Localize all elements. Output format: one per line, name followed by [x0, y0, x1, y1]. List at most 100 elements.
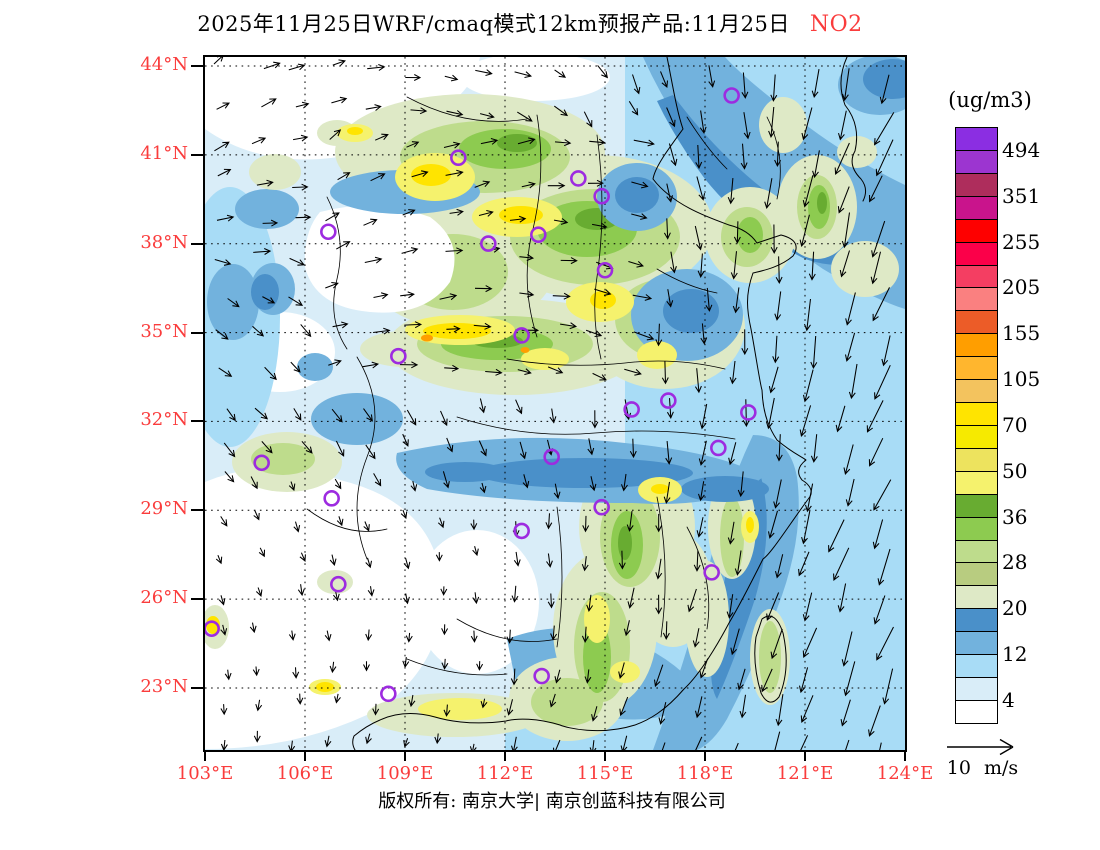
colorbar-tick-label: 4 [1002, 688, 1015, 712]
y-axis-tick [191, 331, 203, 334]
colorbar-swatch [955, 379, 998, 404]
station-marker [739, 403, 757, 421]
station-marker [722, 86, 740, 104]
station-marker [702, 563, 720, 581]
colorbar-swatch [955, 310, 998, 335]
colorbar-swatch [955, 287, 998, 312]
y-axis-tick-label: 26°N [140, 587, 188, 609]
x-axis-tick [504, 750, 506, 761]
colorbar-swatch [955, 149, 998, 174]
y-axis-tick-label: 41°N [140, 142, 188, 164]
colorbar-tick-label: 70 [1002, 412, 1028, 437]
x-axis-tick [304, 750, 306, 761]
station-marker [512, 522, 530, 539]
station-marker [542, 448, 560, 465]
colorbar-tick-label: 205 [1002, 275, 1041, 300]
colorbar-swatch [955, 493, 998, 518]
copyright-text: 版权所有: 南京大学| 南京创蓝科技有限公司 [378, 791, 726, 812]
colorbar-swatch [955, 241, 998, 266]
y-axis-tick-label: 38°N [140, 231, 188, 253]
y-axis-tick-label: 44°N [140, 54, 188, 75]
colorbar-swatch [955, 677, 998, 701]
y-axis-tick [191, 598, 203, 601]
colorbar-swatch [955, 562, 998, 587]
station-marker [319, 222, 337, 240]
y-axis-tick [191, 242, 203, 245]
map-frame [202, 54, 907, 752]
station-marker [596, 261, 613, 279]
colorbar-tick-label: 105 [1002, 367, 1041, 392]
colorbar-tick-label: 36 [1002, 504, 1028, 529]
colorbar-tick-label: 20 [1002, 596, 1028, 621]
colorbar-tick-label: 50 [1002, 458, 1028, 483]
station-marker [709, 439, 727, 456]
station-marker [569, 169, 587, 187]
colorbar-swatch [955, 470, 998, 495]
station-marker-layer [204, 86, 757, 702]
colorbar-tick-label: 12 [1002, 642, 1028, 667]
forecast-map-canvas [204, 56, 905, 750]
station-marker [389, 347, 407, 364]
colorbar-swatch [955, 585, 998, 610]
y-axis-tick [191, 65, 203, 67]
y-axis-tick [191, 153, 203, 156]
colorbar-swatch [955, 333, 998, 358]
wind-scale-label: 10 m/s [946, 757, 1019, 779]
pollutant-label: NO2 [809, 12, 863, 37]
station-marker [622, 400, 640, 418]
colorbar-swatch [955, 654, 998, 679]
colorbar-swatch [955, 172, 998, 197]
colorbar-swatch [955, 608, 998, 633]
colorbar-tick-label: 351 [1002, 183, 1041, 208]
colorbar-tick-label: 155 [1002, 321, 1041, 346]
station-marker [532, 667, 550, 684]
station-marker [329, 575, 347, 593]
x-axis-tick-label: 115°E [576, 763, 634, 784]
colorbar-swatch [955, 539, 998, 564]
y-axis-tick-label: 35°N [140, 320, 188, 342]
graticule-layer [204, 56, 905, 750]
colorbar-swatch [955, 700, 998, 724]
wind-vector-layer [213, 56, 894, 750]
colorbar-swatch [955, 447, 998, 472]
station-marker [449, 148, 467, 166]
station-marker [252, 453, 270, 471]
x-axis-tick-label: 121°E [776, 763, 834, 784]
y-axis-tick-label: 23°N [140, 675, 188, 697]
colorbar-tick-label: 494 [1002, 137, 1041, 162]
station-marker [512, 326, 530, 344]
colorbar-swatch [955, 424, 998, 449]
colorbar-tick-label: 28 [1002, 550, 1028, 575]
station-marker [379, 685, 397, 702]
y-axis-tick [191, 420, 203, 423]
y-axis-tick [191, 509, 203, 512]
x-axis-tick-label: 109°E [376, 763, 434, 784]
colorbar-swatch [955, 356, 998, 381]
colorbar-swatch [955, 127, 998, 151]
station-marker [204, 619, 220, 637]
colorbar-tick-label: 255 [1002, 229, 1041, 254]
colorbar-swatch [955, 218, 998, 243]
colorbar-swatch [955, 264, 998, 289]
colorbar-unit-label: (ug/m3) [948, 88, 1032, 112]
y-axis-tick-label: 32°N [140, 409, 188, 431]
x-axis-tick-label: 103°E [176, 763, 234, 784]
page-title: 2025年11月25日WRF/cmaq模式12km预报产品:11月25日 NO2 [150, 8, 910, 38]
x-axis-tick [204, 750, 206, 761]
x-axis-tick [404, 750, 406, 761]
station-marker [479, 234, 497, 252]
station-marker [592, 498, 610, 516]
x-axis-tick-label: 112°E [476, 763, 534, 784]
station-marker [592, 187, 610, 205]
colorbar-swatch [955, 402, 998, 426]
colorbar-swatch [955, 195, 998, 220]
x-axis-tick [604, 750, 606, 761]
x-axis-tick-label: 124°E [876, 763, 934, 784]
x-axis-tick [704, 750, 706, 761]
station-marker [659, 391, 677, 409]
coastline-layer [306, 56, 866, 750]
x-axis-tick-label: 118°E [676, 763, 734, 784]
wind-scale-arrow-icon [947, 738, 1014, 756]
station-marker [529, 225, 547, 243]
